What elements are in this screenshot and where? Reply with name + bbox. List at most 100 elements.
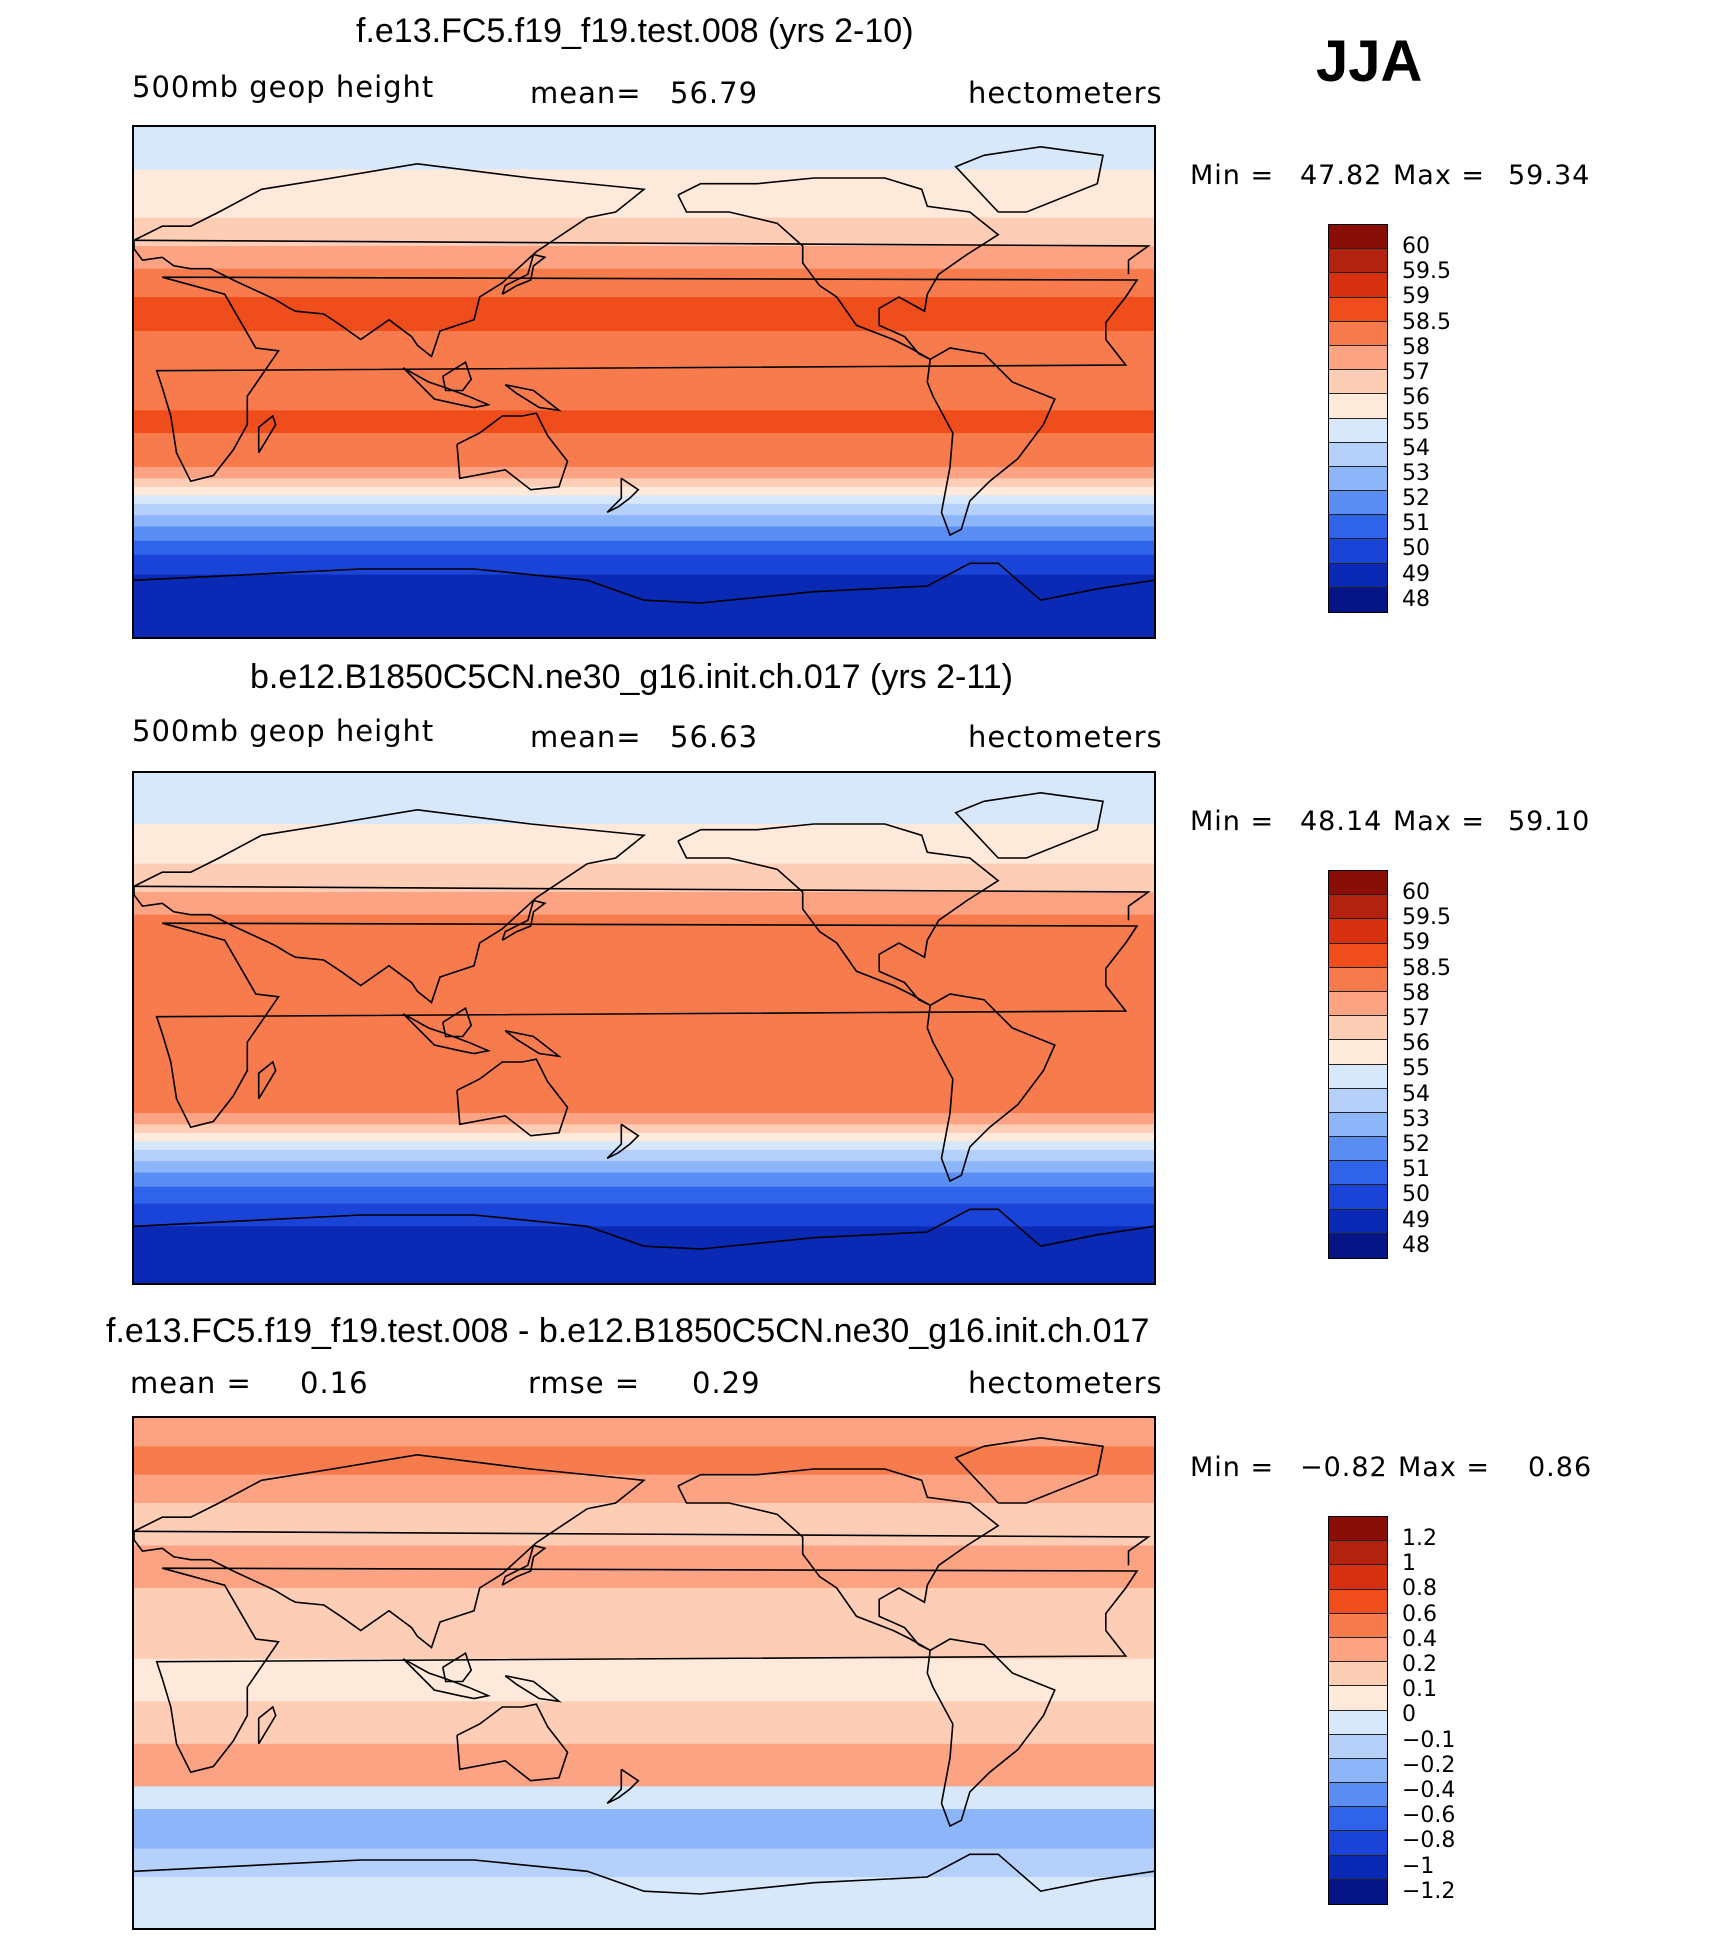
contour-band [134,1446,1154,1476]
colorbar-tick-label: 0 [1402,1702,1416,1728]
contour-band [134,268,1154,298]
coastline [606,477,640,514]
panel3-contours [134,1418,1154,1928]
colorbar-swatch [1329,563,1387,588]
colorbar-swatch [1329,1541,1387,1566]
contour-band [134,486,1154,496]
contour-band [134,1588,1154,1660]
panel2-min-value: 48.14 [1300,806,1383,837]
coastline [134,1208,1154,1250]
season-label: JJA [1316,29,1423,94]
panel3-units: hectometers [968,1366,1163,1400]
colorbar-swatch [1329,1879,1387,1904]
contour-band [134,433,1154,468]
contour-band [134,1172,1154,1188]
panel1-min-label: Min = [1190,160,1275,191]
contour-band [134,1132,1154,1142]
contour-band [134,1113,1154,1125]
colorbar-swatch [1329,1783,1387,1808]
coastline [456,1703,569,1782]
coastline [954,1436,1104,1504]
colorbar-tick-label: 55 [1402,1056,1430,1082]
colorbar-swatch [1329,273,1387,298]
panel3-title: f.e13.FC5.f19_f19.test.008 - b.e12.B1850… [106,1312,1150,1350]
coastline [155,922,1139,1129]
panel3-min-label: Min = [1190,1452,1275,1483]
panel3-mean-value: 0.16 [300,1366,369,1400]
colorbar-tick-label: 0.2 [1402,1652,1437,1677]
coastline [134,885,1151,921]
colorbar-swatch [1329,871,1387,896]
colorbar-tick-label: 50 [1402,536,1430,562]
colorbar-tick-label: −1.2 [1402,1878,1456,1904]
coastline [257,1705,277,1745]
colorbar-swatch [1329,1710,1387,1735]
colorbar-tick-label: 57 [1402,360,1430,385]
colorbar-tick-label: 51 [1402,1157,1430,1183]
contour-band [134,1743,1154,1787]
colorbar-swatch [1329,919,1387,944]
coastline [402,1013,491,1055]
coastline [134,1853,1154,1895]
colorbar-tick-label: 48 [1402,586,1430,612]
colorbar-tick-label: 52 [1402,486,1430,511]
colorbar-swatch [1329,895,1387,920]
coastline [442,1651,473,1683]
panel1-map [132,125,1156,639]
coastline [134,808,647,1004]
coastline [134,1530,1151,1566]
colorbar-swatch [1329,1613,1387,1638]
contour-band [134,824,1154,865]
colorbar-swatch [1329,1662,1387,1687]
colorbar-tick-label: 0.1 [1402,1677,1437,1703]
contour-band [134,1226,1154,1283]
colorbar-swatch [1329,1758,1387,1784]
colorbar-tick-label: 0.6 [1402,1601,1437,1627]
colorbar-tick-label: 59 [1402,930,1430,956]
colorbar-swatch [1329,225,1387,250]
colorbar-swatch [1329,991,1387,1017]
contour-band [134,863,1154,893]
colorbar-tick-label: −0.8 [1402,1828,1456,1854]
panel1-mean-value: 56.79 [670,76,759,110]
colorbar-tick-label: −0.2 [1402,1752,1456,1778]
colorbar-tick-label: 60 [1402,234,1430,259]
contour-band [134,1141,1154,1151]
colorbar-swatch [1329,1137,1387,1162]
panel2-min-label: Min = [1190,806,1275,837]
colorbar-swatch [1329,1185,1387,1210]
coastline [926,1638,1056,1828]
colorbar-swatch [1329,345,1387,371]
colorbar-swatch [1329,1565,1387,1590]
contour-band [134,1503,1154,1546]
panel3-rmse-value: 0.29 [692,1366,761,1400]
colorbar-tick-label: 50 [1402,1182,1430,1208]
contour-band [134,1474,1154,1504]
colorbar-tick-label: 59 [1402,284,1430,310]
contour-band [134,1418,1154,1447]
colorbar-tick-label: 58 [1402,334,1430,360]
colorbar-swatch [1329,1807,1387,1832]
contour-band [134,331,1154,411]
coastline [134,162,647,358]
colorbar-tick-label: 48 [1402,1232,1430,1258]
colorbar-swatch [1329,1855,1387,1880]
panel2-max-label: Max = [1393,806,1486,837]
coastline [606,1768,640,1805]
colorbar-tick-label: 49 [1402,561,1430,587]
contour-band [134,773,1154,825]
contour-band [134,478,1154,488]
contour-band [134,169,1154,219]
colorbar-swatch [1329,1734,1387,1759]
panel3-mean-label: mean = [130,1366,252,1400]
contour-band [134,1161,1154,1173]
coastline [402,1658,491,1700]
coastline [134,562,1154,604]
coastline [134,239,1151,275]
coastline [501,899,547,941]
coastline [677,177,1000,361]
colorbar-swatch [1329,1831,1387,1856]
colorbar-tick-label: 0.8 [1402,1576,1437,1602]
colorbar-swatch [1329,491,1387,516]
colorbar-tick-label: 52 [1402,1132,1430,1157]
